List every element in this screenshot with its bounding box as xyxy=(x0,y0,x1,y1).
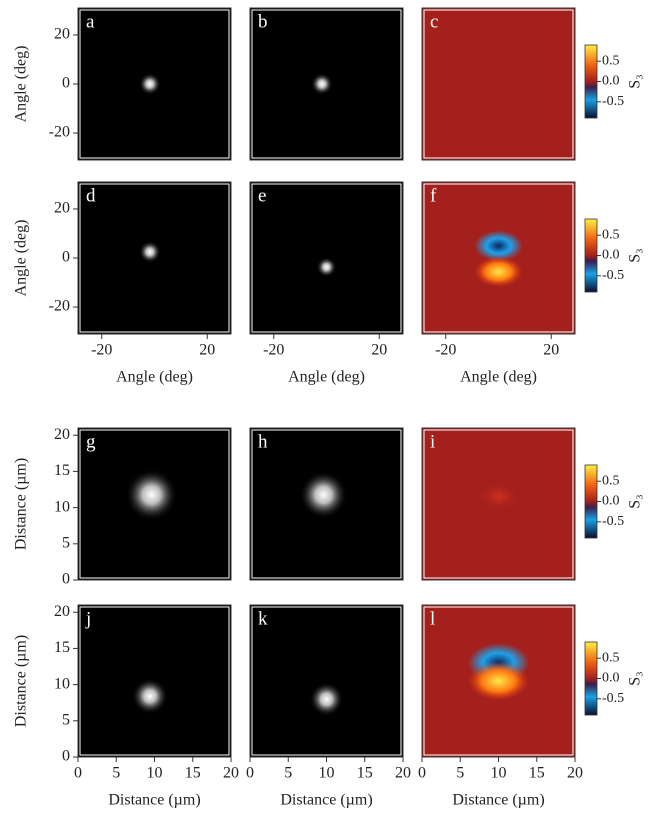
colorbar-tick-label: 0.0 xyxy=(602,671,620,686)
x-tick-label: 5 xyxy=(284,765,292,782)
intensity-spot xyxy=(311,73,333,95)
y-tick-label: 5 xyxy=(62,534,70,551)
colorbar-tick-label: 0.0 xyxy=(602,494,620,509)
x-tick-label: -20 xyxy=(91,342,112,359)
colorbar xyxy=(585,219,597,292)
x-tick-label: 0 xyxy=(74,765,82,782)
panel-label: j xyxy=(85,608,91,629)
colorbar-tick-label: 0.5 xyxy=(602,53,620,68)
x-tick-label: 20 xyxy=(395,765,411,782)
panel-label: a xyxy=(86,11,95,32)
intensity-spot xyxy=(474,481,522,512)
colorbar-tick-label: -0.5 xyxy=(602,268,624,283)
colorbar-tick-label: 0.5 xyxy=(602,650,620,665)
x-tick-label: 10 xyxy=(319,765,335,782)
x-axis-label: Distance (µm) xyxy=(108,792,200,809)
y-tick-label: 20 xyxy=(54,200,70,217)
colorbar-label: S₃ xyxy=(627,494,644,508)
y-tick-label: 20 xyxy=(54,426,70,443)
x-tick-label: 5 xyxy=(112,765,120,782)
x-axis-label: Distance (µm) xyxy=(452,792,544,809)
intensity-spot xyxy=(317,257,337,277)
intensity-spot xyxy=(125,469,177,521)
y-axis-label: Distance (µm) xyxy=(13,458,30,550)
x-tick-label: 20 xyxy=(543,342,559,359)
panel-label: f xyxy=(430,185,437,206)
x-tick-label: 20 xyxy=(371,342,387,359)
intensity-spot xyxy=(139,241,161,263)
y-tick-label: 15 xyxy=(54,462,70,479)
figure: a-20020Angle (deg)bc0.50.0-0.5S₃d-2020-2… xyxy=(0,0,649,825)
y-axis-label: Angle (deg) xyxy=(13,46,30,123)
panel-label: k xyxy=(258,608,268,629)
x-tick-label: 0 xyxy=(418,765,426,782)
x-tick-label: 20 xyxy=(223,765,239,782)
image-background xyxy=(422,8,575,160)
panel-label: d xyxy=(86,185,96,206)
y-tick-label: 0 xyxy=(62,571,70,588)
intensity-spot xyxy=(139,73,161,95)
colorbar-tick-label: 0.5 xyxy=(602,473,620,488)
colorbar xyxy=(585,45,597,118)
x-tick-label: 0 xyxy=(246,765,254,782)
y-tick-label: 10 xyxy=(54,675,70,692)
colorbar-tick-label: 0.5 xyxy=(602,227,620,242)
colorbar-tick-label: 0.0 xyxy=(602,248,620,263)
x-axis-label: Angle (deg) xyxy=(460,369,537,386)
panel-label: c xyxy=(430,11,438,32)
panel-label: b xyxy=(258,11,268,32)
intensity-spot xyxy=(310,682,344,716)
y-tick-label: 5 xyxy=(62,711,70,728)
colorbar-label: S₃ xyxy=(627,248,644,262)
y-tick-label: -20 xyxy=(49,298,70,315)
colorbar-tick-label: -0.5 xyxy=(602,94,624,109)
y-tick-label: 20 xyxy=(54,26,70,43)
panel-label: l xyxy=(430,608,435,629)
colorbar xyxy=(585,642,597,715)
x-tick-label: 10 xyxy=(147,765,163,782)
colorbar-tick-label: 0.0 xyxy=(602,74,620,89)
x-axis-label: Angle (deg) xyxy=(116,369,193,386)
colorbar-tick-label: -0.5 xyxy=(602,691,624,706)
y-tick-label: -20 xyxy=(49,124,70,141)
panel-label: e xyxy=(258,185,266,206)
x-tick-label: -20 xyxy=(263,342,284,359)
y-tick-label: 0 xyxy=(62,249,70,266)
panel-label: i xyxy=(430,431,435,452)
image-background xyxy=(250,605,403,757)
y-tick-label: 15 xyxy=(54,639,70,656)
intensity-spot xyxy=(474,256,522,287)
intensity-spot xyxy=(468,661,530,700)
colorbar xyxy=(585,465,597,538)
y-tick-label: 10 xyxy=(54,498,70,515)
y-tick-label: 20 xyxy=(54,603,70,620)
y-tick-label: 0 xyxy=(62,748,70,765)
x-tick-label: 15 xyxy=(529,765,545,782)
intensity-spot xyxy=(299,471,347,519)
colorbar-label: S₃ xyxy=(627,671,644,685)
intensity-spot xyxy=(132,678,168,714)
y-axis-label: Angle (deg) xyxy=(13,220,30,297)
x-tick-label: 5 xyxy=(456,765,464,782)
panel-label: g xyxy=(86,431,96,452)
x-tick-label: 15 xyxy=(185,765,201,782)
x-tick-label: 20 xyxy=(199,342,215,359)
x-tick-label: -20 xyxy=(435,342,456,359)
panel-label: h xyxy=(258,431,268,452)
y-axis-label: Distance (µm) xyxy=(13,635,30,727)
x-tick-label: 20 xyxy=(567,765,583,782)
x-axis-label: Distance (µm) xyxy=(280,792,372,809)
colorbar-label: S₃ xyxy=(627,74,644,88)
x-tick-label: 15 xyxy=(357,765,373,782)
x-axis-label: Angle (deg) xyxy=(288,369,365,386)
x-tick-label: 10 xyxy=(491,765,507,782)
colorbar-tick-label: -0.5 xyxy=(602,514,624,529)
y-tick-label: 0 xyxy=(62,75,70,92)
